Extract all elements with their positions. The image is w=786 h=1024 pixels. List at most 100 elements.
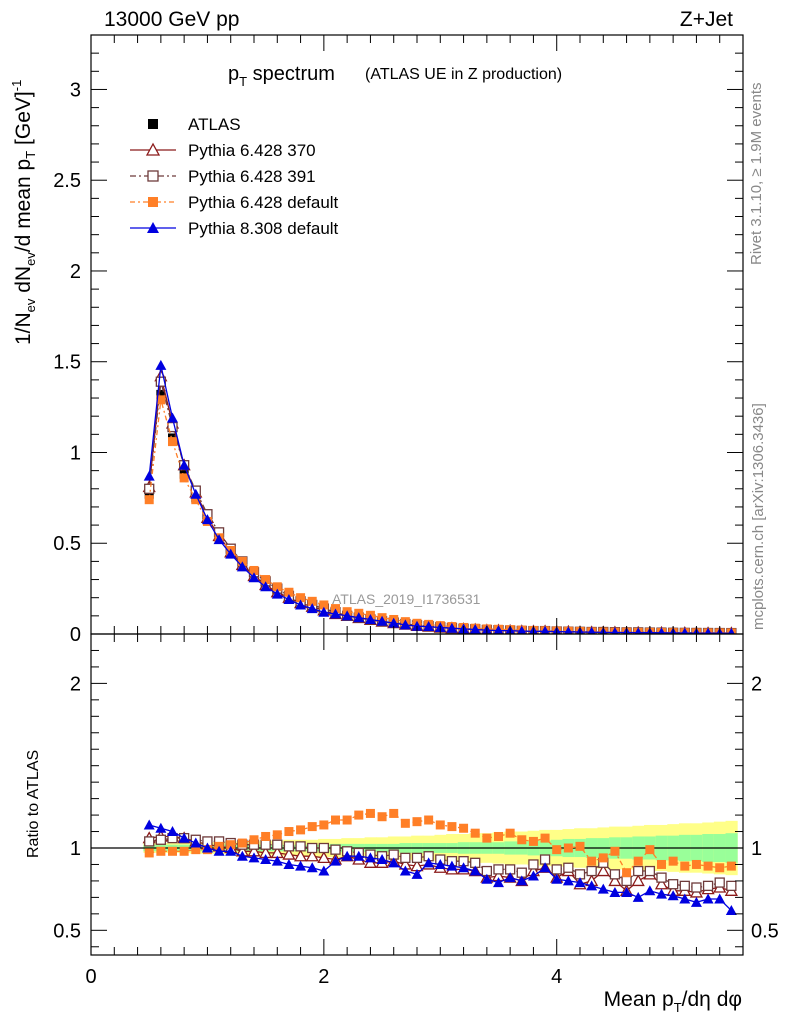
point-pythia-8-308-default [341, 610, 353, 621]
point-pythia-8-308-default [178, 832, 190, 843]
y-tick-label: 1 [70, 838, 81, 860]
point-pythia-6-428-391 [644, 865, 656, 877]
x-tick-label: 2 [318, 966, 329, 988]
point-pythia-6-428-default [657, 859, 666, 869]
x-tick-label: 0 [85, 966, 96, 988]
point-pythia-8-308-default [423, 621, 435, 632]
point-pythia-8-308-default [727, 627, 735, 634]
point-pythia-8-308-default [493, 877, 504, 888]
legend-item-pythia-8-308-default: Pythia 8.308 default [130, 219, 339, 238]
point-pythia-8-308-default [458, 862, 470, 873]
point-pythia-8-308-default [714, 893, 726, 904]
point-pythia-6-428-391 [656, 872, 667, 883]
point-pythia-6-428-391 [411, 852, 423, 864]
point-pythia-8-308-default [587, 626, 596, 634]
point-pythia-8-308-default [306, 603, 318, 614]
point-pythia-6-428-391 [621, 875, 632, 887]
point-pythia-8-308-default [446, 622, 458, 633]
point-pythia-8-308-default [540, 625, 550, 634]
point-pythia-6-428-370 [317, 851, 331, 864]
point-pythia-6-428-370 [631, 874, 645, 887]
point-pythia-6-428-default [389, 808, 399, 818]
point-pythia-6-428-default [284, 827, 294, 837]
point-pythia-6-428-default [726, 861, 736, 871]
point-pythia-6-428-default [191, 495, 201, 505]
point-pythia-6-428-391 [155, 834, 167, 845]
point-pythia-6-428-391 [609, 869, 621, 880]
point-pythia-8-308-default [353, 612, 365, 623]
point-pythia-6-428-default [156, 846, 166, 856]
point-pythia-6-428-391 [493, 864, 504, 875]
point-pythia-6-428-default [284, 587, 294, 597]
point-pythia-6-428-default [517, 835, 527, 845]
point-pythia-8-308-default [634, 627, 642, 634]
point-pythia-8-308-default [376, 854, 388, 865]
point-pythia-6-428-391 [295, 841, 306, 852]
point-pythia-8-308-default [657, 627, 666, 634]
legend-marker [148, 119, 158, 129]
legend-marker [145, 142, 161, 156]
legend-item-pythia-6-428-370: Pythia 6.428 370 [130, 141, 316, 160]
point-pythia-6-428-default [377, 812, 387, 822]
point-pythia-8-308-default [236, 561, 248, 572]
point-pythia-6-428-default [179, 846, 189, 856]
point-pythia-8-308-default [271, 588, 283, 599]
point-pythia-6-428-391 [726, 880, 737, 892]
point-pythia-6-428-391 [144, 836, 155, 847]
point-pythia-8-308-default [469, 865, 481, 876]
point-pythia-6-428-default [319, 820, 329, 830]
point-pythia-6-428-default [703, 861, 713, 871]
point-pythia-6-428-391 [260, 839, 271, 850]
point-pythia-6-428-default [168, 437, 177, 447]
point-pythia-6-428-default [191, 845, 201, 855]
point-pythia-8-308-default [551, 873, 563, 884]
point-pythia-6-428-391 [586, 865, 597, 877]
point-pythia-8-308-default [446, 860, 458, 871]
point-pythia-6-428-default [144, 848, 154, 858]
point-pythia-6-428-default [575, 841, 585, 851]
point-pythia-8-308-default [260, 581, 272, 592]
point-pythia-6-428-default [424, 815, 434, 825]
point-pythia-8-308-default [295, 599, 307, 610]
y-tick-label-right: 2 [751, 673, 762, 695]
point-pythia-8-308-default [155, 822, 167, 833]
point-pythia-6-428-default [319, 600, 329, 610]
point-pythia-8-308-default [469, 623, 481, 634]
y-tick-label-right: 0.5 [751, 920, 779, 942]
point-pythia-6-428-391 [528, 859, 539, 870]
point-pythia-6-428-391 [714, 877, 725, 888]
point-pythia-8-308-default [702, 893, 714, 904]
point-pythia-6-428-default [296, 825, 306, 835]
chart-title-rest: spectrum [247, 63, 335, 85]
point-pythia-6-428-default [272, 582, 282, 592]
point-pythia-8-308-default [609, 886, 621, 897]
point-pythia-8-308-default [586, 880, 598, 891]
point-pythia-6-428-391 [633, 865, 644, 877]
point-pythia-8-308-default [364, 613, 376, 624]
point-pythia-8-308-default [632, 891, 644, 902]
point-pythia-6-428-default [715, 863, 725, 873]
point-pythia-8-308-default [399, 619, 411, 630]
point-pythia-6-428-default [365, 808, 375, 818]
y-tick-label: 1.5 [53, 352, 81, 374]
side-rivet-label: Rivet 3.1.10, ≥ 1.9M events [748, 83, 765, 266]
point-pythia-6-428-default [261, 575, 271, 585]
point-atlas [156, 389, 166, 399]
point-pythia-6-428-default [249, 565, 259, 575]
point-pythia-6-428-default [249, 835, 259, 845]
point-pythia-8-308-default [306, 862, 318, 873]
ratio-plot-area [91, 808, 743, 916]
chart-title-main: p [228, 63, 239, 85]
point-pythia-6-428-391 [283, 841, 295, 852]
point-pythia-6-428-default [237, 838, 247, 848]
point-pythia-8-308-default [330, 608, 341, 619]
point-pythia-6-428-default [680, 861, 690, 871]
point-pythia-6-428-default [412, 817, 422, 827]
point-pythia-8-308-default [481, 873, 493, 884]
legend-marker [147, 222, 159, 233]
point-pythia-8-308-default [527, 870, 539, 881]
point-pythia-6-428-default [435, 820, 445, 830]
point-pythia-8-308-default [504, 872, 516, 883]
point-pythia-8-308-default [621, 886, 633, 897]
point-pythia-6-428-default [331, 815, 340, 825]
